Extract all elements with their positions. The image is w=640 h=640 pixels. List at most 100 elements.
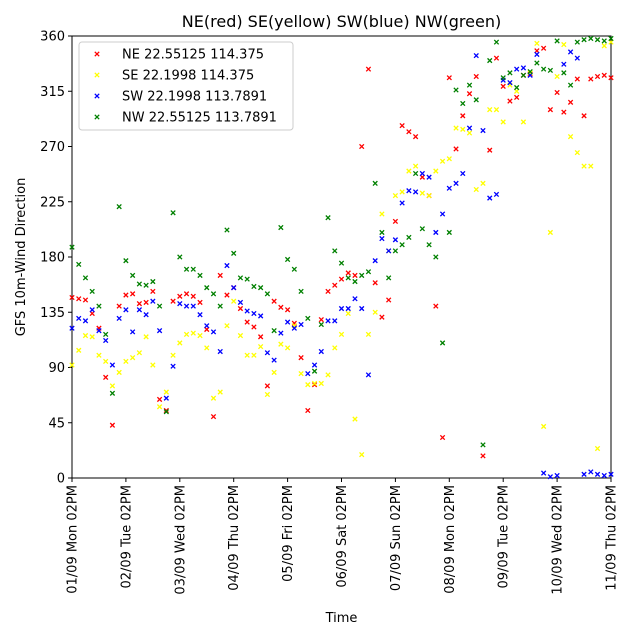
data-point <box>379 211 385 217</box>
data-point <box>190 303 196 309</box>
data-point <box>567 49 574 55</box>
data-point <box>540 45 547 51</box>
data-point <box>500 119 506 125</box>
data-point <box>561 41 567 48</box>
x-tick-label: 01/09 Mon 02PM <box>66 485 81 594</box>
data-point <box>372 258 378 264</box>
data-point <box>345 275 351 281</box>
data-point <box>210 395 217 401</box>
data-point <box>392 248 399 254</box>
data-point <box>453 146 459 152</box>
data-point <box>109 383 116 389</box>
data-point <box>264 383 271 389</box>
x-axis-label: Time <box>325 611 358 626</box>
data-point <box>412 134 419 140</box>
data-point <box>237 332 244 339</box>
data-point <box>594 37 601 43</box>
data-point <box>136 300 143 307</box>
data-point <box>318 348 324 355</box>
data-point <box>217 303 223 309</box>
data-point <box>278 341 284 347</box>
data-point <box>372 180 378 186</box>
data-point <box>514 84 520 91</box>
data-point <box>177 300 183 307</box>
data-point <box>359 143 365 150</box>
data-point <box>129 291 136 297</box>
data-point <box>69 325 75 331</box>
data-point <box>567 82 574 88</box>
data-point <box>251 352 257 358</box>
data-point <box>460 100 466 107</box>
data-point <box>601 38 607 44</box>
legend-marker-icon <box>94 114 100 120</box>
data-points <box>69 35 614 480</box>
data-point <box>150 298 156 304</box>
data-point <box>500 75 506 81</box>
data-point <box>540 66 547 72</box>
data-point <box>601 472 607 479</box>
data-point <box>318 380 324 387</box>
data-point <box>217 348 223 355</box>
data-point <box>224 262 230 269</box>
data-point <box>69 244 75 250</box>
data-point <box>163 395 169 401</box>
data-point <box>116 369 122 376</box>
data-point <box>237 305 244 312</box>
legend-box <box>78 41 294 131</box>
data-point <box>345 305 351 312</box>
data-point <box>527 68 533 75</box>
data-point <box>143 312 149 318</box>
data-point <box>453 87 459 93</box>
data-point <box>439 211 446 217</box>
data-point <box>439 340 446 346</box>
data-point <box>305 370 311 377</box>
data-point <box>183 303 190 309</box>
data-point <box>372 309 378 315</box>
data-point <box>210 413 217 420</box>
data-point <box>588 469 594 475</box>
data-point <box>204 345 210 351</box>
data-point <box>365 372 372 378</box>
data-point <box>608 35 614 42</box>
data-point <box>547 67 554 74</box>
data-point <box>318 316 324 323</box>
x-axis: 01/09 Mon 02PM 02/09 Tue 02PM 03/09 Wed 02… <box>66 478 620 595</box>
y-tick-label: 90 <box>48 361 65 376</box>
data-point <box>581 113 587 119</box>
data-point <box>298 355 304 361</box>
data-point <box>251 324 257 330</box>
data-point <box>608 471 614 477</box>
data-point <box>399 242 405 248</box>
data-point <box>244 352 250 358</box>
data-point <box>278 330 284 336</box>
data-point <box>156 396 163 403</box>
data-point <box>136 281 143 287</box>
data-point <box>298 288 304 295</box>
data-point <box>406 188 412 194</box>
data-point <box>426 174 432 180</box>
data-point <box>561 61 567 67</box>
x-tick-label: 05/09 Fri 02PM <box>281 485 296 582</box>
data-point <box>507 98 513 104</box>
data-point <box>345 310 351 317</box>
data-point <box>82 297 89 303</box>
data-point <box>547 107 554 113</box>
data-point <box>264 291 271 297</box>
data-point <box>76 261 82 268</box>
data-point <box>298 321 304 328</box>
data-point <box>426 192 432 199</box>
data-point <box>156 404 163 410</box>
data-point <box>412 163 419 169</box>
data-point <box>487 107 493 113</box>
data-point <box>419 170 426 177</box>
data-point <box>231 250 237 256</box>
data-point <box>480 127 486 134</box>
series-2 <box>69 49 614 480</box>
data-point <box>594 73 601 80</box>
data-point <box>594 445 601 452</box>
data-point <box>493 107 500 113</box>
data-point <box>446 156 452 162</box>
data-point <box>170 298 176 304</box>
data-point <box>419 226 426 232</box>
data-point <box>96 352 102 358</box>
